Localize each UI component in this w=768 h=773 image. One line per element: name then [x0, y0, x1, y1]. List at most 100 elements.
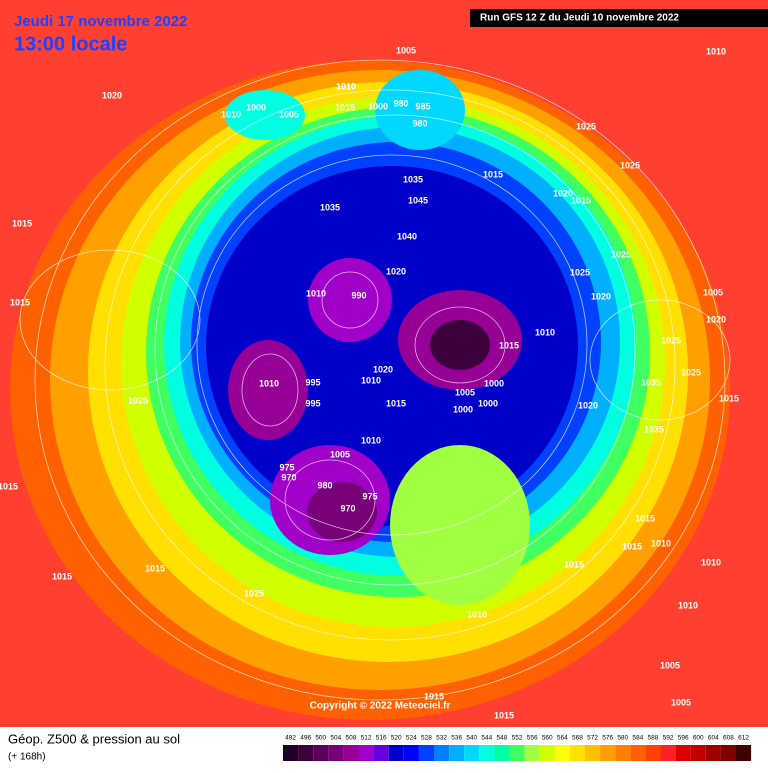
pressure-label: 1020	[706, 314, 726, 324]
colorbar-label: 612	[738, 735, 749, 742]
colorbar-cell	[615, 745, 631, 761]
colorbar-label: 536	[451, 735, 462, 742]
height-zone	[225, 90, 305, 140]
pressure-label: 1005	[671, 697, 691, 707]
pressure-label: 1015	[10, 297, 30, 307]
colorbar-cell	[373, 745, 389, 761]
pressure-label: 980	[393, 98, 408, 108]
colorbar-label: 512	[361, 735, 372, 742]
colorbar: 492 496 500 504 508 512 516 520 524 528 532 536 540 5…	[283, 735, 752, 761]
geopotential-field	[10, 60, 730, 720]
pressure-label: 1015	[622, 541, 642, 551]
pressure-label: 1025	[128, 395, 148, 405]
isobar	[19, 249, 201, 391]
pressure-label: 1035	[644, 424, 664, 434]
pressure-label: 1015	[424, 691, 444, 701]
isobar	[284, 459, 376, 541]
isobar	[589, 299, 731, 421]
colorbar-label: 608	[723, 735, 734, 742]
colorbar-cell	[298, 745, 314, 761]
colorbar-cell	[358, 745, 374, 761]
pressure-label: 1000	[478, 398, 498, 408]
colorbar-cell	[449, 745, 465, 761]
pressure-label: 1000	[453, 404, 473, 414]
pressure-label: 1010	[336, 81, 356, 91]
height-zone	[307, 482, 377, 542]
pressure-label: 1015	[499, 340, 519, 350]
colorbar-label: 560	[542, 735, 553, 742]
pressure-label: 980	[317, 480, 332, 490]
pressure-label: 1015	[635, 513, 655, 523]
height-zone	[206, 166, 578, 526]
colorbar-label: 524	[406, 735, 417, 742]
run-info: Run GFS 12 Z du Jeudi 10 novembre 2022	[480, 13, 679, 24]
colorbar-cell	[388, 745, 404, 761]
pressure-label: 1020	[553, 188, 573, 198]
colorbar-label: 552	[512, 735, 523, 742]
pressure-label: 1010	[361, 435, 381, 445]
colorbar-label: 588	[648, 735, 659, 742]
colorbar-label: 496	[300, 735, 311, 742]
colorbar-label: 576	[602, 735, 613, 742]
pressure-label: 1035	[320, 202, 340, 212]
colorbar-cell	[660, 745, 676, 761]
pressure-label: 1000	[368, 101, 388, 111]
pressure-label: 1010	[701, 557, 721, 567]
height-zone	[430, 320, 490, 370]
pressure-label: 1020	[591, 291, 611, 301]
pressure-label: 995	[305, 398, 320, 408]
colorbar-label: 504	[330, 735, 341, 742]
pressure-label: 1005	[455, 387, 475, 397]
pressure-label: 1025	[576, 121, 596, 131]
isobar	[414, 306, 506, 384]
colorbar-cell	[600, 745, 616, 761]
colorbar-label: 592	[663, 735, 674, 742]
colorbar-cell	[403, 745, 419, 761]
colorbar-label: 516	[376, 735, 387, 742]
colorbar-cell	[313, 745, 329, 761]
pressure-label: 1015	[483, 169, 503, 179]
colorbar-cell	[630, 745, 646, 761]
pressure-label: 1015	[386, 398, 406, 408]
pressure-label: 1015	[571, 195, 591, 205]
pressure-label: 975	[362, 491, 377, 501]
colorbar-cell	[645, 745, 661, 761]
pressure-label: 1015	[564, 559, 584, 569]
pressure-label: 1015	[0, 481, 18, 491]
colorbar-label: 544	[481, 735, 492, 742]
pressure-label: 1000	[484, 378, 504, 388]
colorbar-label: 600	[693, 735, 704, 742]
colorbar-cell	[418, 745, 434, 761]
colorbar-cell	[343, 745, 359, 761]
pressure-label: 1015	[52, 571, 72, 581]
colorbar-cell	[736, 745, 752, 761]
pressure-label: 1025	[661, 335, 681, 345]
pressure-label: 1015	[145, 563, 165, 573]
pressure-label: 1035	[403, 174, 423, 184]
colorbar-cell	[690, 745, 706, 761]
pressure-label: 985	[415, 101, 430, 111]
colorbar-cell	[539, 745, 555, 761]
colorbar-label: 584	[632, 735, 643, 742]
copyright: Copyright © 2022 Meteociel.fr	[310, 701, 451, 712]
colorbar-cell	[464, 745, 480, 761]
isobar	[241, 353, 299, 427]
pressure-label: 970	[340, 503, 355, 513]
isobar	[321, 271, 379, 329]
pressure-label: 1005	[396, 45, 416, 55]
colorbar-cell	[524, 745, 540, 761]
colorbar-cell	[494, 745, 510, 761]
pressure-label: 1035	[641, 377, 661, 387]
pressure-label: 1045	[408, 195, 428, 205]
pressure-label: 1010	[706, 46, 726, 56]
pressure-label: 1010	[221, 109, 241, 119]
pressure-label: 1010	[467, 609, 487, 619]
height-zone	[390, 445, 530, 605]
pressure-label: 1010	[306, 288, 326, 298]
colorbar-label: 500	[315, 735, 326, 742]
colorbar-label: 532	[436, 735, 447, 742]
pressure-label: 1020	[578, 400, 598, 410]
colorbar-cell	[283, 745, 299, 761]
run-box	[470, 9, 768, 27]
